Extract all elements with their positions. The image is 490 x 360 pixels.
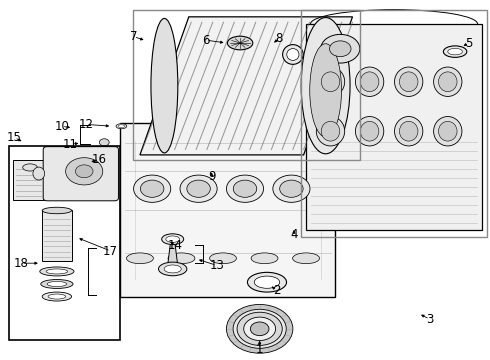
- Ellipse shape: [168, 253, 195, 264]
- Ellipse shape: [42, 292, 72, 301]
- Polygon shape: [42, 211, 72, 261]
- Ellipse shape: [301, 18, 350, 154]
- Ellipse shape: [254, 276, 280, 288]
- Ellipse shape: [23, 164, 37, 171]
- Circle shape: [180, 175, 217, 202]
- Ellipse shape: [394, 117, 423, 146]
- Text: 8: 8: [275, 32, 283, 45]
- Circle shape: [187, 180, 210, 197]
- Circle shape: [75, 165, 93, 178]
- Ellipse shape: [360, 72, 379, 91]
- Text: 12: 12: [79, 118, 94, 131]
- Ellipse shape: [118, 125, 124, 128]
- Ellipse shape: [287, 49, 299, 60]
- Ellipse shape: [317, 67, 344, 96]
- Text: 14: 14: [168, 239, 183, 252]
- Ellipse shape: [355, 67, 384, 96]
- Ellipse shape: [434, 67, 462, 96]
- Text: 1: 1: [256, 343, 264, 356]
- Ellipse shape: [355, 117, 384, 146]
- Ellipse shape: [162, 234, 184, 244]
- Ellipse shape: [321, 121, 340, 141]
- Text: 13: 13: [209, 259, 224, 272]
- Circle shape: [280, 180, 303, 197]
- Text: 2: 2: [273, 284, 280, 297]
- Circle shape: [330, 41, 351, 57]
- Text: 3: 3: [426, 312, 433, 326]
- Ellipse shape: [116, 124, 127, 129]
- Circle shape: [244, 317, 275, 341]
- Circle shape: [233, 309, 286, 348]
- Text: 6: 6: [202, 33, 210, 47]
- Ellipse shape: [210, 253, 237, 264]
- Ellipse shape: [251, 253, 278, 264]
- Polygon shape: [13, 160, 44, 200]
- FancyBboxPatch shape: [43, 147, 119, 201]
- Ellipse shape: [434, 117, 462, 146]
- Ellipse shape: [46, 269, 68, 274]
- Ellipse shape: [227, 36, 253, 50]
- Text: 4: 4: [290, 228, 297, 241]
- Circle shape: [134, 175, 171, 202]
- Ellipse shape: [159, 262, 187, 276]
- Polygon shape: [306, 24, 482, 230]
- Circle shape: [273, 175, 310, 202]
- Circle shape: [66, 158, 103, 185]
- Ellipse shape: [166, 236, 179, 242]
- Ellipse shape: [48, 294, 66, 299]
- Circle shape: [237, 312, 282, 345]
- Text: 18: 18: [14, 257, 28, 270]
- Circle shape: [141, 180, 164, 197]
- Ellipse shape: [293, 253, 319, 264]
- Text: 15: 15: [7, 131, 22, 144]
- Circle shape: [321, 35, 360, 63]
- Ellipse shape: [283, 45, 303, 64]
- Text: 11: 11: [63, 138, 78, 150]
- Ellipse shape: [439, 121, 457, 141]
- Ellipse shape: [360, 121, 379, 141]
- Ellipse shape: [321, 72, 340, 91]
- Text: 5: 5: [465, 36, 472, 50]
- Ellipse shape: [151, 18, 178, 153]
- Ellipse shape: [310, 44, 342, 137]
- Ellipse shape: [126, 253, 153, 264]
- Ellipse shape: [47, 282, 67, 287]
- Circle shape: [226, 175, 264, 202]
- Text: 9: 9: [208, 170, 216, 183]
- Ellipse shape: [399, 72, 418, 91]
- Ellipse shape: [164, 265, 181, 273]
- Polygon shape: [121, 123, 335, 297]
- Ellipse shape: [247, 273, 287, 292]
- Ellipse shape: [33, 167, 45, 180]
- Text: 17: 17: [103, 244, 118, 257]
- Ellipse shape: [42, 207, 72, 214]
- Ellipse shape: [40, 267, 74, 276]
- Circle shape: [233, 180, 257, 197]
- Text: 7: 7: [130, 30, 137, 43]
- Polygon shape: [168, 244, 177, 264]
- Ellipse shape: [399, 121, 418, 141]
- Polygon shape: [140, 17, 352, 155]
- Ellipse shape: [443, 46, 467, 57]
- Text: 16: 16: [92, 153, 107, 166]
- Circle shape: [250, 322, 269, 336]
- Ellipse shape: [439, 72, 457, 91]
- Text: 10: 10: [54, 120, 69, 133]
- Circle shape: [99, 139, 109, 146]
- Ellipse shape: [448, 48, 463, 55]
- Ellipse shape: [394, 67, 423, 96]
- Ellipse shape: [317, 117, 344, 146]
- Ellipse shape: [41, 279, 73, 288]
- Circle shape: [226, 305, 293, 353]
